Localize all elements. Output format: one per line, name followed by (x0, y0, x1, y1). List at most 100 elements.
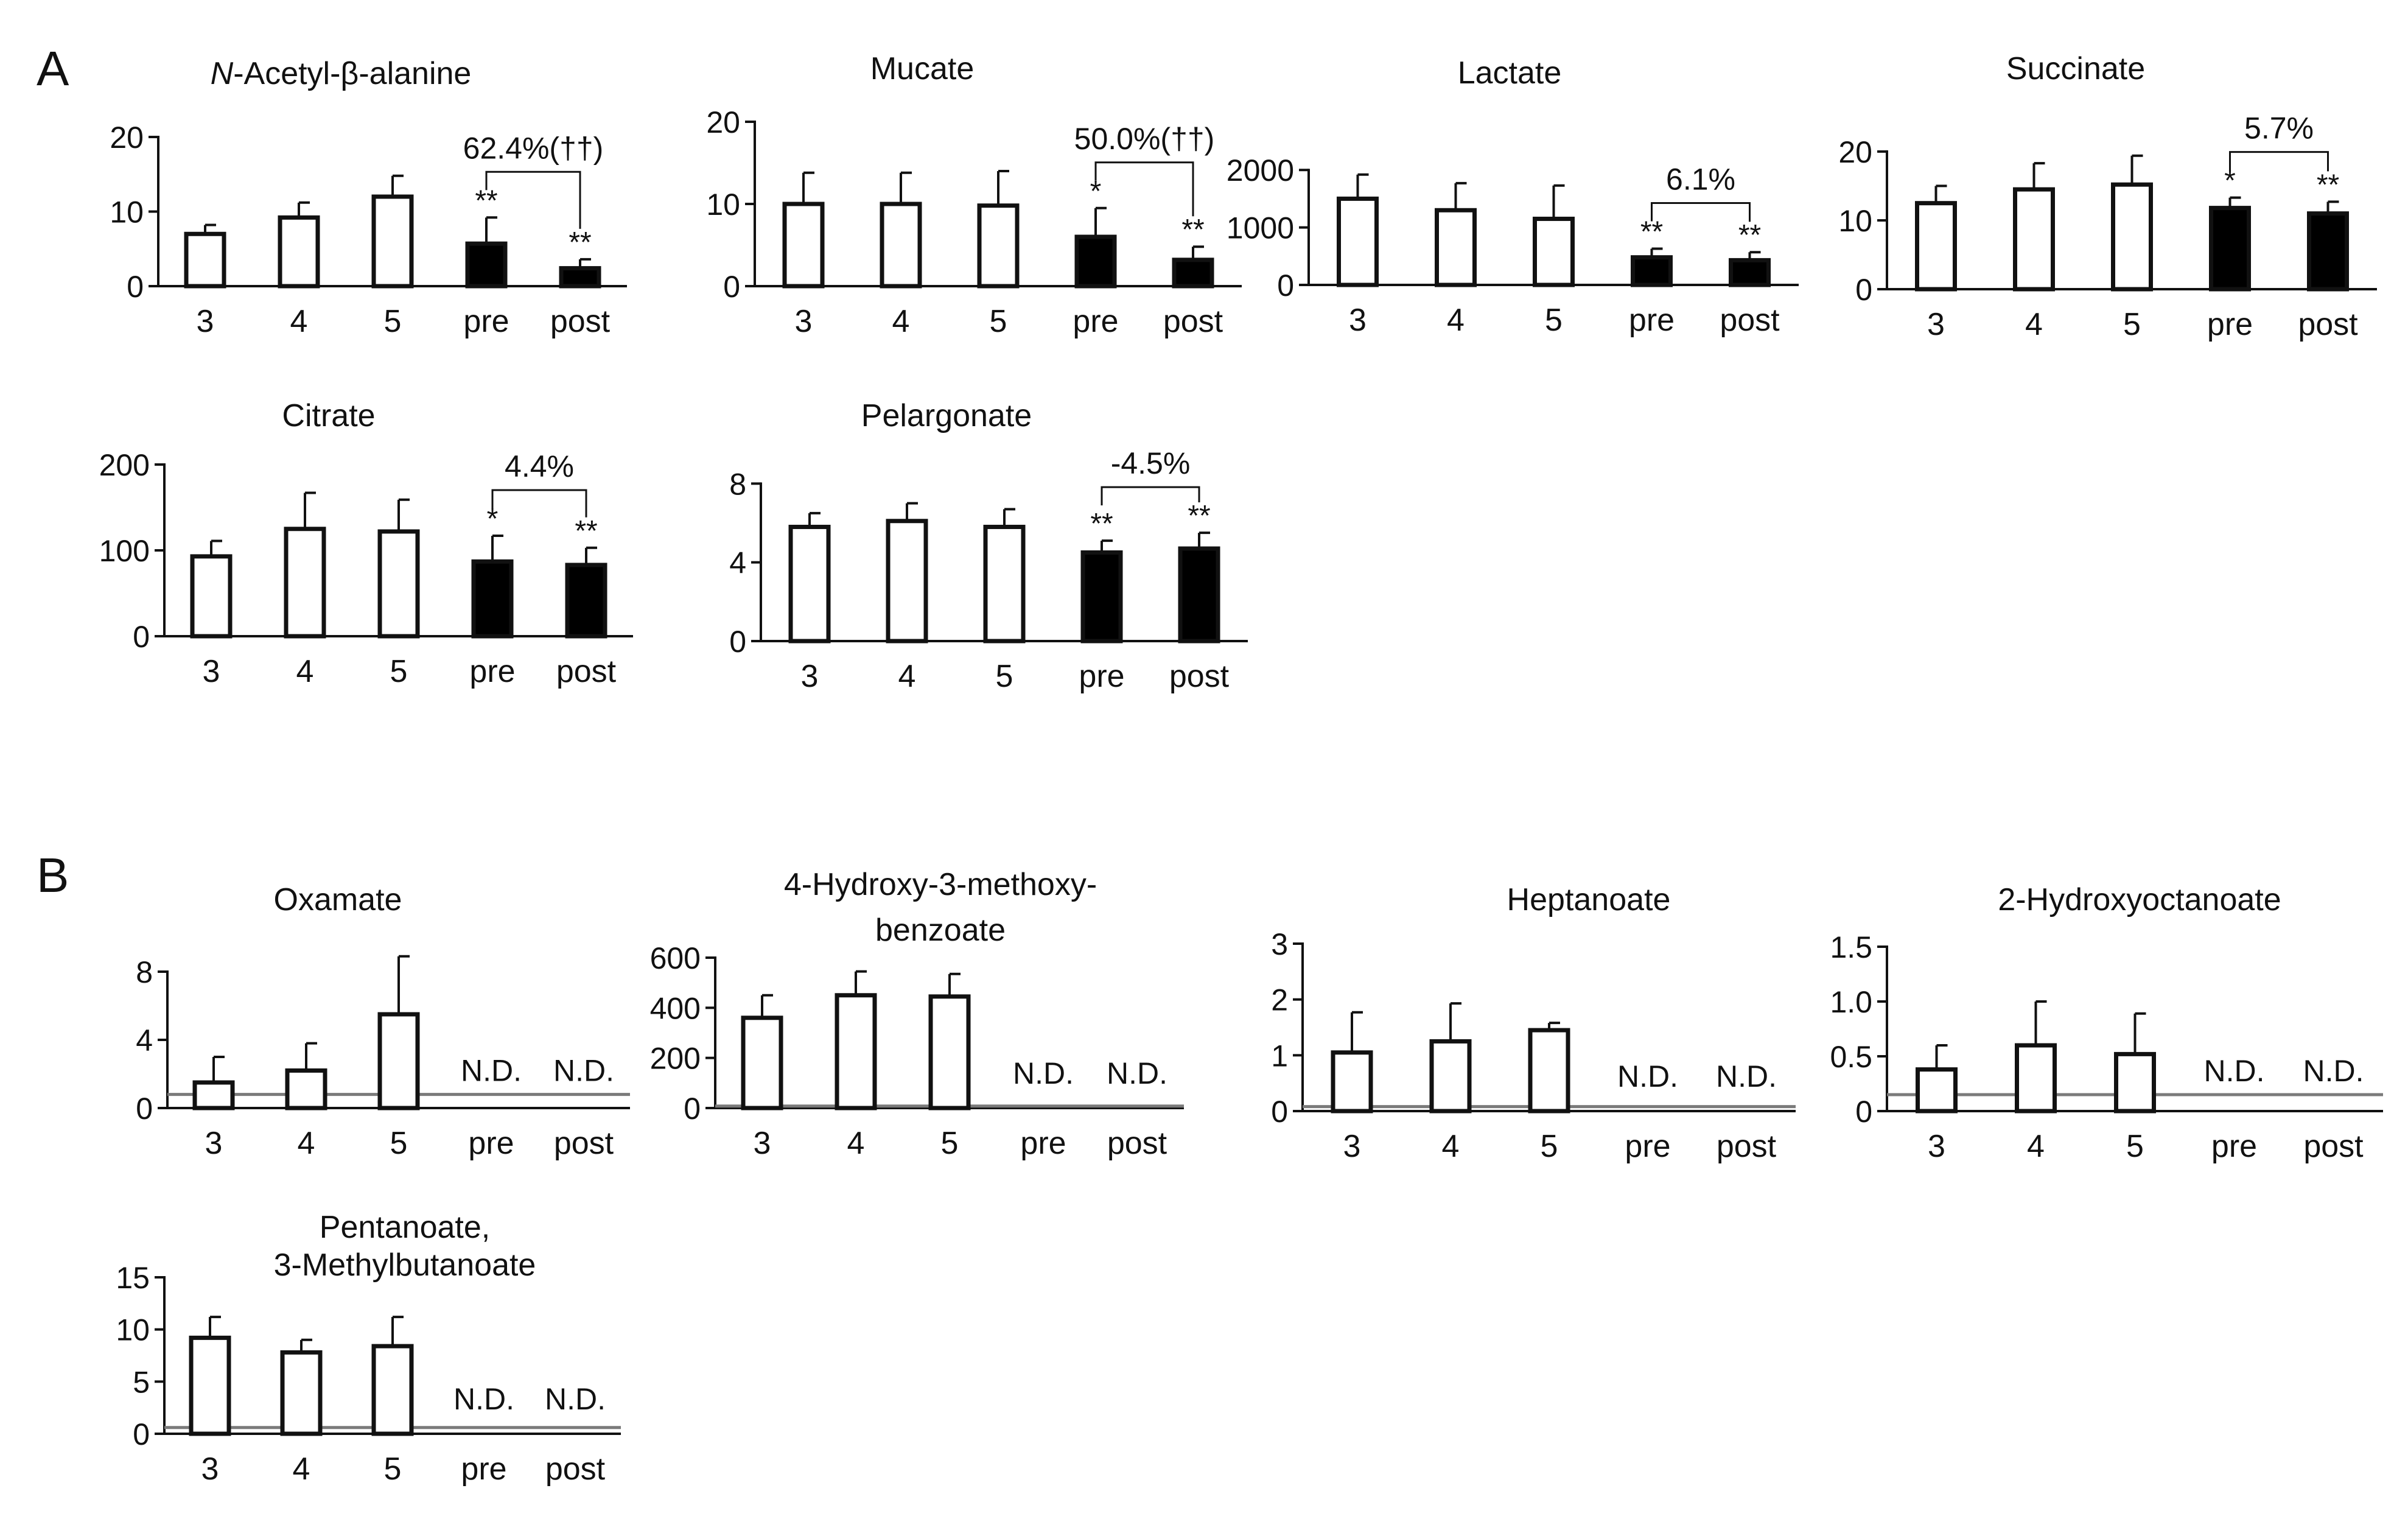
bar (465, 241, 508, 289)
y-tick-label: 20 (110, 121, 144, 155)
y-tick-label: 8 (136, 955, 153, 989)
category-label: post (550, 304, 611, 339)
category-label: 5 (384, 304, 402, 339)
comparison-bracket (1101, 486, 1200, 506)
comparison-label: 4.4% (505, 449, 574, 483)
y-tick-label: 4 (136, 1023, 153, 1058)
category-label: 4 (1447, 303, 1465, 338)
nd-label: N.D. (1716, 1059, 1777, 1093)
category-label: 4 (2027, 1129, 2045, 1164)
category-label: pre (1020, 1126, 1066, 1161)
comparison-label: 5.7% (2244, 111, 2314, 146)
nd-label: N.D. (2303, 1054, 2364, 1088)
category-label: 5 (384, 1451, 402, 1487)
bar (2307, 211, 2349, 292)
y-tick-label: 0 (136, 1092, 153, 1126)
chart-title: Lactate (1458, 55, 1562, 91)
chart-1: Mucate 0 10 20 3 4 5 * pre ** post 50.0%(††) (706, 51, 1242, 339)
category-label: 5 (2126, 1129, 2144, 1164)
y-tick-label: 20 (1838, 135, 1872, 169)
y-tick-label: 0 (1271, 1095, 1288, 1129)
y-tick-label: 0 (133, 1417, 150, 1451)
chart-title: 2-Hydroxyoctanoate (1998, 882, 2281, 917)
bar (1172, 258, 1214, 289)
y-tick-label: 10 (110, 195, 144, 230)
category-label: pre (463, 304, 509, 339)
y-tick-label: 1000 (1227, 211, 1294, 245)
bar (371, 194, 414, 289)
bar (1429, 1039, 1472, 1114)
nd-label: N.D. (1013, 1056, 1074, 1090)
chart-title: Pelargonate (861, 398, 1032, 433)
bar (189, 1335, 231, 1436)
significance-mark: * (487, 503, 499, 535)
comparison-label: 62.4%(††) (463, 131, 604, 165)
bar (1915, 201, 1957, 292)
category-label: post (1107, 1126, 1167, 1161)
chart-6: Oxamate 0 4 8 3 4 5 pre post N.D. N.D. (136, 882, 630, 1161)
category-label: post (545, 1451, 606, 1487)
category-label: 3 (197, 304, 214, 339)
category-label: 3 (1928, 1129, 1945, 1164)
y-tick-label: 5 (133, 1365, 150, 1399)
bar (1178, 546, 1220, 644)
y-tick-label: 600 (650, 941, 701, 975)
chart-title: 4-Hydroxy-3-methoxy- (784, 867, 1097, 902)
category-label: 4 (293, 1451, 310, 1487)
chart-10: Pentanoate,3-Methylbutanoate 0 5 10 15 3 4 5 pre… (116, 1210, 621, 1487)
category-label: 3 (1349, 303, 1367, 338)
comparison-label: 50.0%(††) (1074, 122, 1215, 156)
significance-mark: ** (1181, 214, 1204, 246)
bar (284, 527, 326, 639)
bar (1729, 258, 1771, 287)
chart-title: N-Acetyl-β-alanine (211, 56, 472, 91)
y-tick-label: 0 (1855, 1095, 1872, 1129)
chart-title-line2: 3-Methylbutanoate (274, 1247, 536, 1283)
panel-letter-a: A (37, 41, 69, 96)
bar (880, 202, 922, 289)
category-label: pre (1079, 659, 1124, 694)
nd-label: N.D. (545, 1382, 606, 1416)
bar (741, 1016, 783, 1110)
y-tick-label: 2 (1271, 983, 1288, 1017)
chart-title: Pentanoate, (320, 1210, 490, 1245)
bar (983, 524, 1026, 644)
category-label: pre (2211, 1129, 2257, 1164)
bar (2209, 206, 2251, 292)
nd-label: N.D. (453, 1382, 514, 1416)
bar (2111, 182, 2153, 292)
category-label: 4 (290, 304, 308, 339)
comparison-bracket (491, 489, 587, 517)
comparison-bracket (2229, 151, 2329, 172)
category-label: 3 (201, 1451, 219, 1487)
significance-mark: * (1090, 175, 1102, 208)
y-tick-label: 400 (650, 991, 701, 1025)
chart-8: Heptanoate 0 1 2 3 3 4 5 pre post N.D. N.D. (1271, 882, 1796, 1164)
category-label: 5 (390, 654, 408, 689)
bar (928, 994, 971, 1110)
significance-mark: ** (2317, 169, 2339, 201)
category-label: post (1720, 303, 1780, 338)
category-label: 4 (1442, 1129, 1460, 1164)
bar (1631, 255, 1673, 287)
chart-4: Citrate 0 100 200 3 4 5 * pre ** post 4.4% (99, 398, 633, 689)
category-label: pre (2207, 307, 2253, 342)
category-label: post (2303, 1129, 2364, 1164)
bar (1080, 550, 1123, 644)
category-label: pre (1629, 303, 1675, 338)
chart-title: Mucate (870, 51, 975, 86)
y-tick-label: 2000 (1227, 153, 1294, 188)
chart-title: Heptanoate (1507, 882, 1671, 917)
category-label: 3 (203, 654, 220, 689)
significance-mark: ** (575, 515, 597, 547)
y-tick-label: 10 (116, 1313, 150, 1347)
y-tick-label: 1.5 (1830, 930, 1872, 964)
y-tick-label: 20 (706, 105, 740, 139)
chart-3: Succinate 0 10 20 3 4 5 * pre ** post 5.7% (1838, 51, 2377, 342)
category-label: 5 (941, 1126, 959, 1161)
nd-label: N.D. (553, 1054, 614, 1088)
bar (471, 559, 514, 639)
category-label: 4 (898, 659, 916, 694)
y-tick-label: 1 (1271, 1039, 1288, 1073)
